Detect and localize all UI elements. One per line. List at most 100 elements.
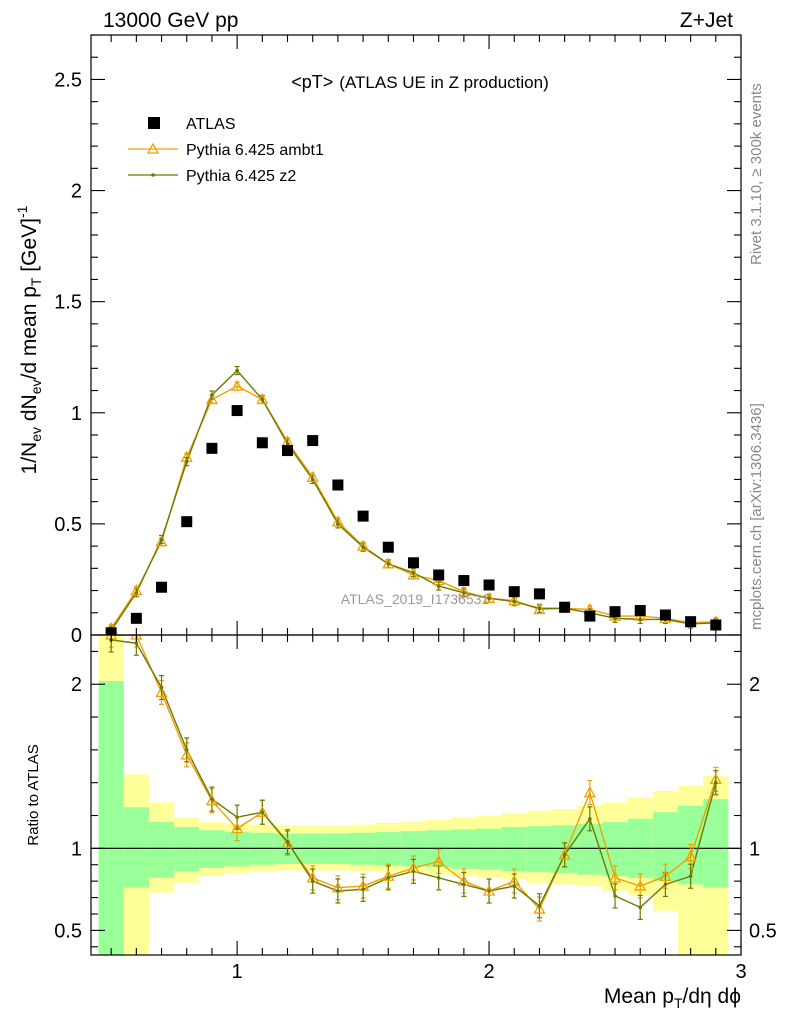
atlas-point [685,616,697,628]
z2-point [436,584,441,588]
y-tick-label-main: 0.5 [54,514,82,536]
z2-point [159,537,164,542]
z2-ratio-point [235,815,239,819]
z2-ratio-point [210,797,214,801]
band-inner-bin [98,680,124,955]
z2-ratio-point [562,853,567,857]
y-tick-label-ratio: 0.5 [54,920,82,942]
atlas-point [357,510,369,522]
ambt1-ratio-point [684,850,697,862]
z2-ratio-point [436,876,441,880]
z2-point [613,616,617,621]
ambt1-ratio-point [205,794,219,806]
atlas-point [231,405,243,417]
z2-point [638,617,643,622]
z2-ratio-point [260,810,265,815]
z2-ratio-point [361,887,365,892]
atlas-point [256,437,268,449]
energy-label: 13000 GeV pp [103,9,238,32]
ambt1-ratio-point [256,805,269,817]
z2-point [462,590,466,595]
z2-ratio-point [588,816,592,821]
z2-point [512,599,517,604]
atlas-point [433,569,445,581]
atlas-point [332,479,344,491]
z2-ratio-point [184,748,189,752]
atlas-point [634,605,646,617]
ambt1-ratio-point [583,786,596,798]
ambt1-ratio-point [281,837,294,849]
atlas-point [407,557,419,569]
atlas-point [307,435,319,447]
x-axis-label: Mean pT/dη dϕ [604,985,741,1011]
atlas-point [508,586,520,598]
mcplots-label: mcplots.cern.ch [arXiv:1306.3436] [748,403,765,630]
y-tick-label-ratio-right: 0.5 [749,920,777,942]
y-tick-label-main: 1.5 [54,292,82,314]
z2-ratio-point [638,905,643,910]
z2-ratio-point [310,879,315,883]
z2-point [184,459,189,464]
ambt1-ratio-point [432,855,445,867]
z2-ratio-point [285,839,290,844]
ratio-uncertainty-bands [98,635,729,955]
legend-label-ambt1: Pythia 6.425 ambt1 [186,142,324,159]
atlas-point [533,588,545,600]
z2-point [285,442,290,446]
band-inner-bin [501,827,527,872]
ambt1-point [256,393,269,405]
atlas-point [181,516,193,528]
atlas-point [710,619,722,631]
plot-title-main: <pT> [291,72,333,92]
ambt1-ratio-point [634,879,647,891]
z2-point [134,590,139,595]
legend: ATLAS Pythia 6.425 ambt1 Pythia 6.425 z2 [128,116,324,185]
z2-ratio-point [512,884,517,888]
band-inner-bin [703,799,729,888]
y-tick-label-main: 0 [71,625,82,647]
z2-point [336,522,340,526]
ambt1-point [231,379,244,391]
z2-ratio-point [386,876,391,880]
z2-point [537,606,542,611]
ambt1-point [155,535,168,547]
legend-marker-atlas [148,117,160,129]
ambt1-point [482,591,496,603]
atlas-point [559,601,571,613]
ratio-y-axis-label: Ratio to ATLAS [25,744,42,845]
analysis-watermark: ATLAS_2019_I1736531 [341,591,490,607]
z2-point [386,562,391,566]
z2-ratio-point [411,869,416,874]
rivet-version-label: Rivet 3.1.10, ≥ 300k events [748,83,765,265]
ambt1-point [533,603,546,615]
ratio-plot-frame [90,634,742,956]
band-inner-bin [577,823,603,875]
y-tick-label-ratio: 1 [71,838,82,860]
ambt1-point [205,393,219,405]
atlas-point [609,606,621,618]
atlas-point [458,575,470,587]
ambt1-ratio-point [180,748,193,760]
atlas-point [382,541,394,553]
ambt1-point [508,594,521,606]
z2-ratio-point [714,780,718,785]
ambt1-ratio-point [659,869,672,881]
ambt1-ratio-point [608,871,622,883]
band-inner-bin [148,822,175,878]
legend-label-atlas: ATLAS [186,116,236,133]
svg-text:1/Nev dNev/d mean pT [GeV]-1: 1/Nev dNev/d mean pT [GeV]-1 [14,205,44,474]
atlas-point [282,445,294,457]
atlas-point [130,612,142,624]
z2-ratio-point [134,641,139,646]
main-y-axis-label: 1/Nev dNev/d mean pT [GeV]-1 [14,205,44,474]
x-tick-label: 3 [735,961,746,983]
plot-title-sub: (ATLAS UE in Z production) [339,73,548,92]
band-inner-bin [451,829,477,869]
z2-ratio-point [688,874,693,879]
band-inner-bin [199,830,225,869]
band-inner-bin [526,826,553,873]
z2-ratio-point [613,894,617,898]
legend-marker-ambt1 [146,142,160,154]
ambt1-point [356,539,370,551]
band-inner-bin [476,828,502,870]
